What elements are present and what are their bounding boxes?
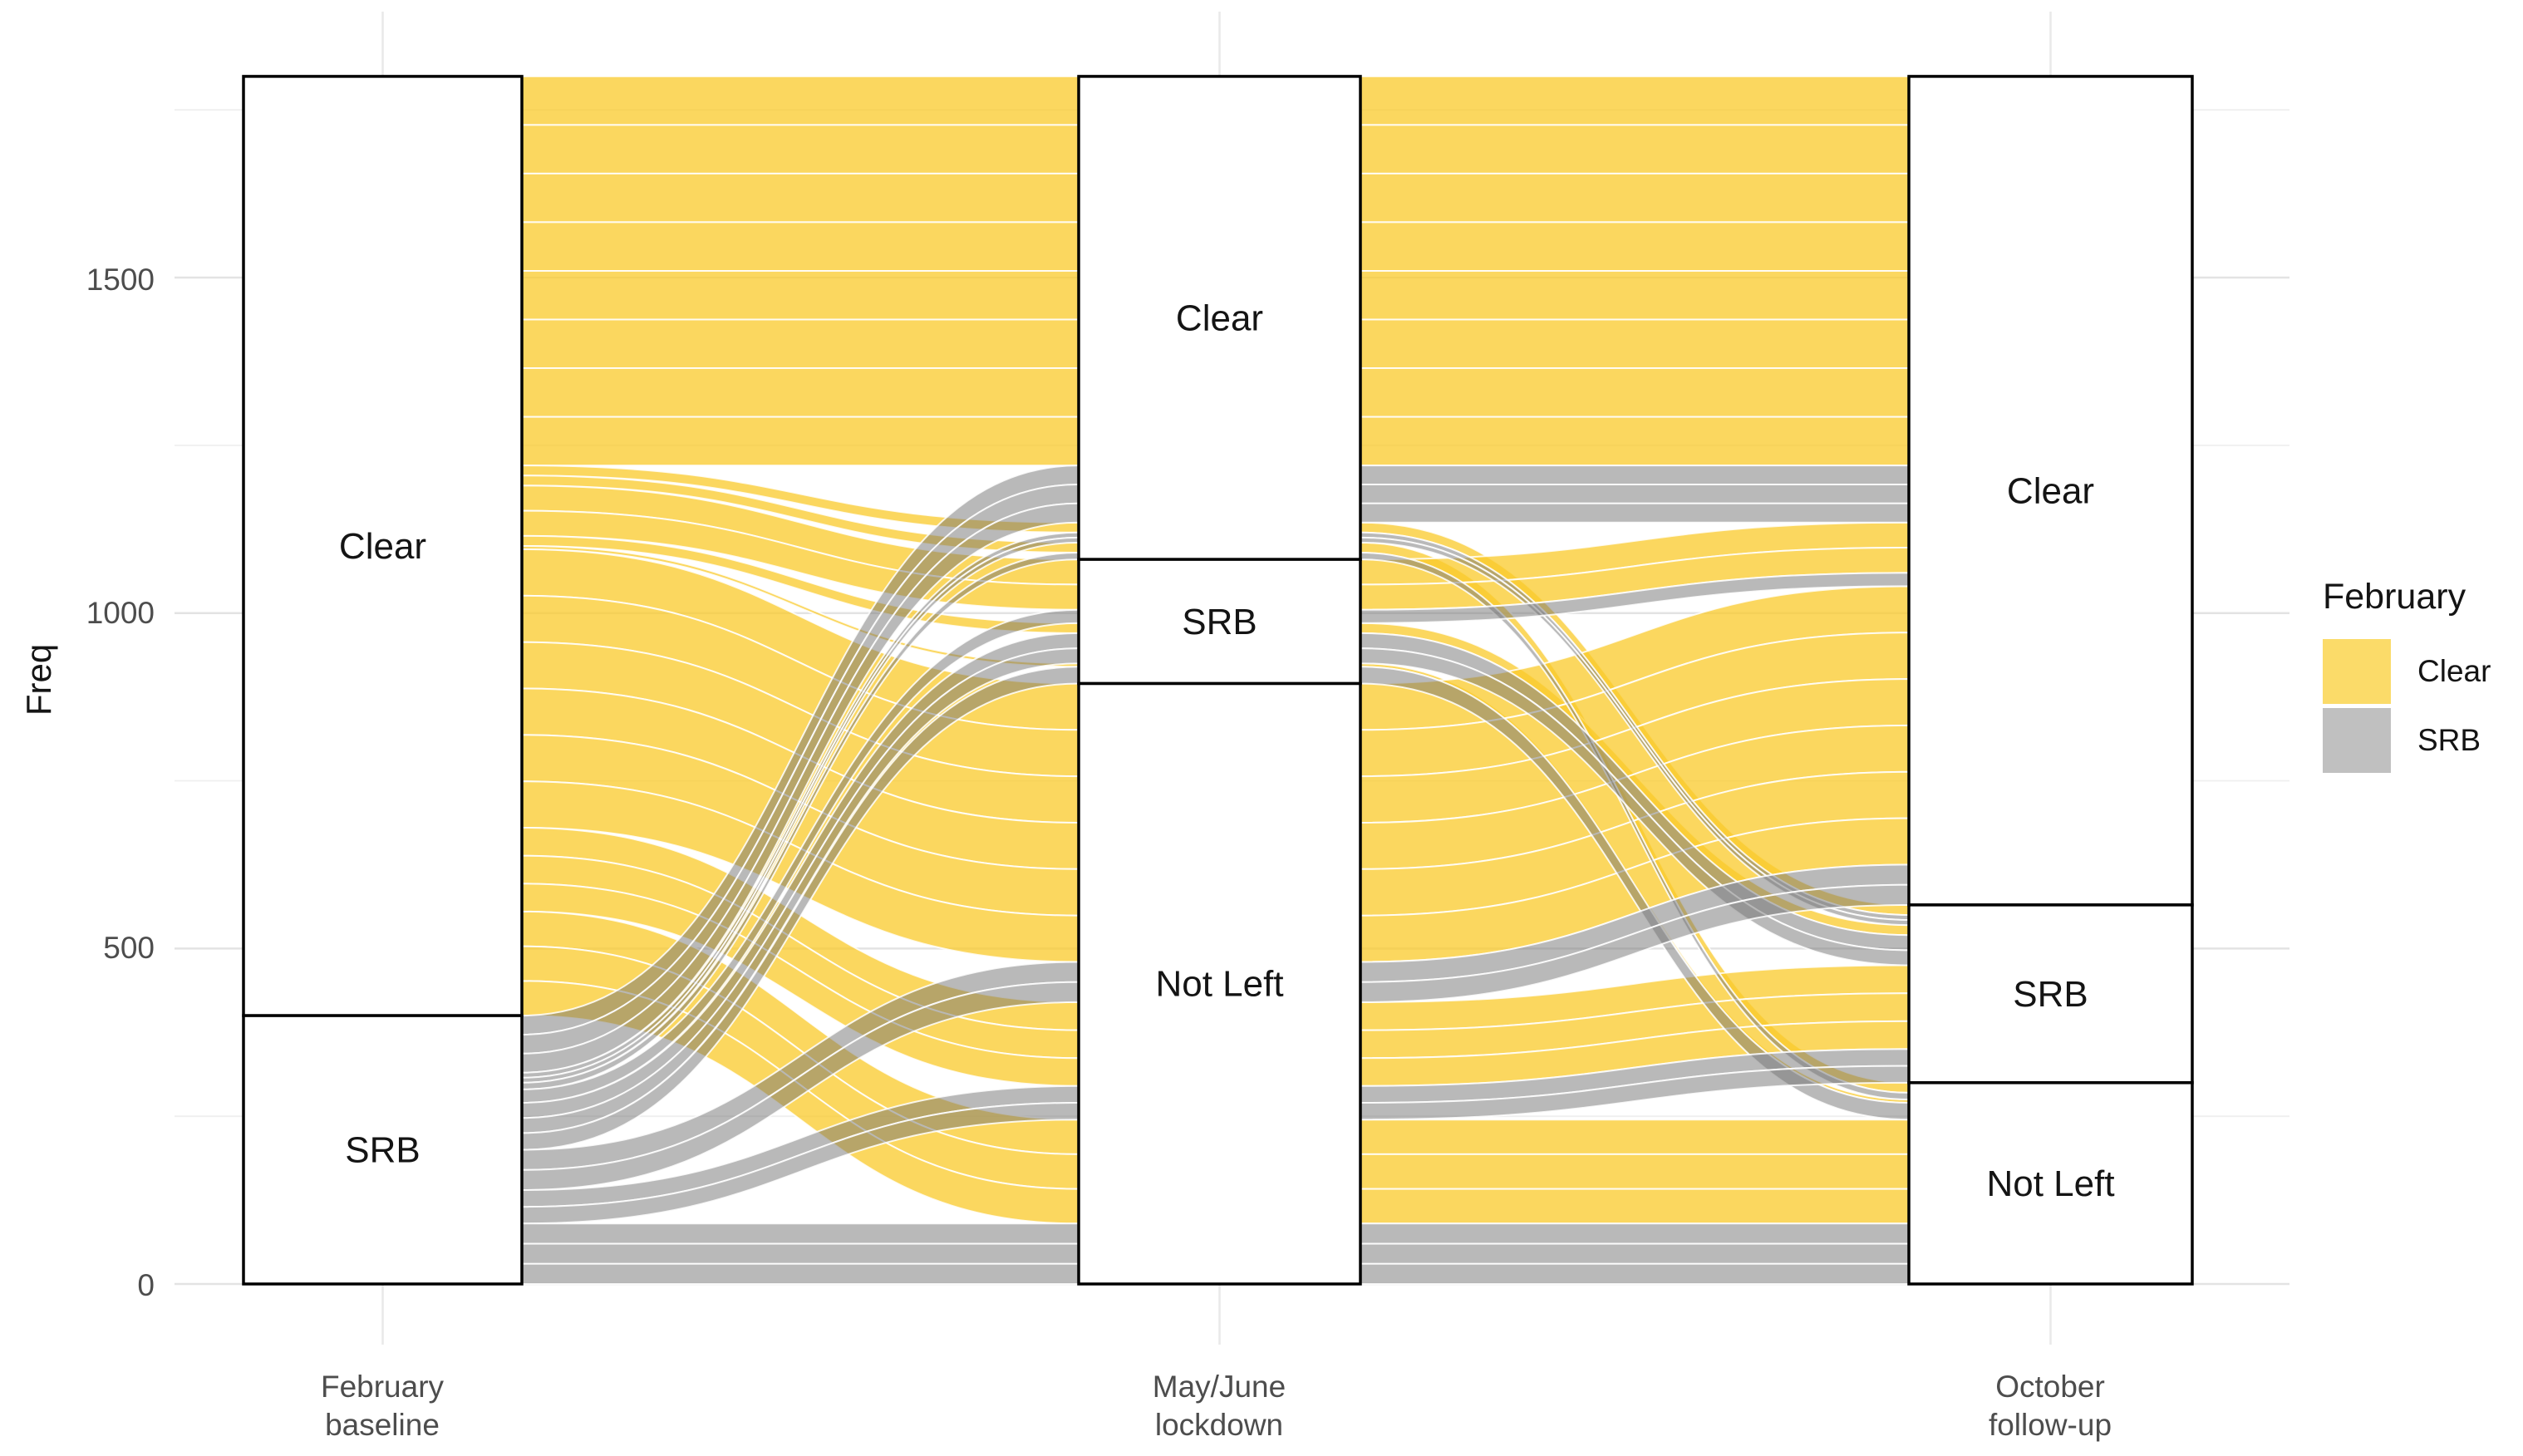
- stratum-box: [242, 1014, 524, 1286]
- stratum-box: [1907, 1081, 2194, 1286]
- legend-label-srb: SRB: [2417, 723, 2481, 757]
- y-tick-label-0: 0: [137, 1268, 155, 1302]
- x-axis-label-line: February: [320, 1370, 445, 1404]
- legend-item-clear: Clear: [2323, 639, 2491, 704]
- strata: Clear SRB Clear SRB Not Left Clear SRB Not Left: [242, 75, 2194, 1286]
- stratum-label: Clear: [1176, 298, 1263, 339]
- y-tick-label-1000: 1000: [86, 596, 155, 630]
- x-axis-label-october-follow-up: October follow-up: [1842, 1368, 2258, 1444]
- stratum-box: [242, 75, 524, 1017]
- stratum-label: Not Left: [1986, 1163, 2114, 1204]
- legend: February Clear SRB: [2323, 577, 2491, 777]
- stratum-label: SRB: [1182, 602, 1257, 642]
- legend-label-clear: Clear: [2417, 654, 2491, 688]
- y-tick-label-1500: 1500: [86, 263, 155, 297]
- stratum-label: Not Left: [1155, 964, 1283, 1005]
- y-tick-label-500: 500: [103, 931, 155, 965]
- stratum-box: [1907, 903, 2194, 1085]
- legend-swatch-srb: [2323, 708, 2391, 773]
- stratum-label: SRB: [2013, 974, 2088, 1015]
- stratum-box: [1077, 75, 1362, 561]
- x-axis-label-line: May/June: [1152, 1370, 1286, 1404]
- stratum-box: [1907, 75, 2194, 907]
- x-axis-label-line: follow-up: [1988, 1408, 2112, 1442]
- x-axis-label-may-june-lockdown: May/June lockdown: [1011, 1368, 1427, 1444]
- stratum-box: [1077, 681, 1362, 1286]
- legend-item-srb: SRB: [2323, 708, 2491, 773]
- stratum-box: [1077, 558, 1362, 686]
- x-axis-label-line: October: [1995, 1370, 2105, 1404]
- legend-swatch-clear: [2323, 639, 2391, 704]
- legend-title: February: [2323, 577, 2466, 617]
- x-axis-label-february-baseline: February baseline: [175, 1368, 590, 1444]
- stratum-label: SRB: [345, 1130, 420, 1171]
- x-axis-label-line: lockdown: [1154, 1408, 1284, 1442]
- y-axis-title: Freq: [19, 643, 58, 716]
- x-axis-label-line: baseline: [325, 1408, 440, 1442]
- stratum-label: Clear: [2007, 470, 2094, 511]
- stratum-label: Clear: [339, 526, 426, 567]
